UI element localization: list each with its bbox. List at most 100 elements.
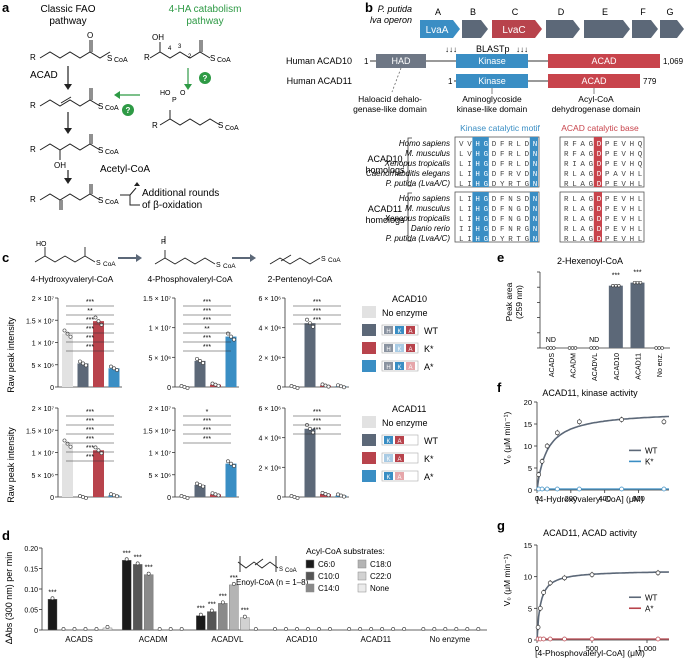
- y-tick-label: 1.5 × 10⁷: [143, 296, 171, 303]
- data-point: [295, 386, 300, 390]
- legend-swatch: [305, 559, 315, 569]
- residue: R: [564, 226, 569, 234]
- significance: ***: [86, 317, 94, 324]
- y-tick-label: 0: [34, 628, 38, 635]
- residue: D: [597, 141, 602, 149]
- kinase-motif-highlight: [529, 137, 538, 187]
- residue: L: [516, 151, 521, 159]
- data-point: [62, 438, 67, 443]
- y-tick-label: 2 × 10⁷: [32, 406, 55, 413]
- residue: L: [459, 161, 464, 169]
- svg-text:1: 1: [364, 57, 369, 66]
- residue: L: [638, 236, 643, 244]
- data-point: [317, 627, 321, 631]
- wt-point: [554, 430, 560, 436]
- data-point: [198, 612, 203, 617]
- residue: D: [597, 206, 602, 214]
- residue: V: [467, 141, 472, 149]
- significance: ***: [197, 606, 205, 613]
- residue: L: [638, 196, 643, 204]
- residue: T: [516, 236, 521, 244]
- legend-domain-letter: H: [386, 329, 390, 335]
- data-point: [358, 627, 363, 631]
- data-point: [50, 596, 55, 601]
- data-point: [342, 385, 346, 390]
- operon-genes: LvaA B LvaC D E F G A C: [420, 7, 684, 38]
- residue: H: [475, 236, 480, 244]
- data-point: [65, 331, 70, 336]
- legend-label: WT: [645, 446, 658, 455]
- operon-gene-lvac: [492, 20, 542, 38]
- data-point: [105, 625, 110, 629]
- y-tick-label: 5 × 10⁶: [148, 355, 171, 362]
- legend-domain-letter: K: [386, 475, 390, 481]
- residue: T: [516, 181, 521, 189]
- acad-desc: Acyl-CoA dehydrogenase domain: [552, 94, 641, 114]
- mutant-point: [544, 486, 550, 492]
- legend-domain-letter: A: [408, 329, 412, 335]
- legend-label: WT: [424, 436, 438, 446]
- residue: V: [621, 216, 626, 224]
- data-point: [135, 561, 140, 566]
- residue: R: [564, 151, 569, 159]
- residue: R: [516, 226, 521, 234]
- legend-swatch: [362, 416, 376, 428]
- wt-point: [539, 459, 545, 464]
- legend-domain-letter: K: [397, 329, 401, 335]
- residue: D: [492, 236, 497, 244]
- data-point: [635, 280, 640, 285]
- bar: [196, 615, 206, 631]
- category-label: ACAD10: [614, 353, 621, 380]
- residue: G: [525, 226, 530, 234]
- species-name: M. musculus: [405, 204, 450, 213]
- svg-text:2: 2: [188, 54, 192, 60]
- residue: I: [467, 181, 472, 189]
- residue: P: [605, 206, 610, 214]
- legend-label: No enzyme: [382, 308, 428, 318]
- legend-domain: [384, 326, 393, 334]
- svg-text:S: S: [98, 146, 103, 155]
- data-point: [185, 386, 190, 390]
- wt-point: [576, 419, 582, 425]
- legend-label: K*: [645, 457, 653, 466]
- data-point: [99, 451, 104, 456]
- residue: I: [467, 226, 472, 234]
- legend-label: C14:0: [318, 584, 340, 593]
- data-point: [573, 346, 578, 350]
- bar: [194, 484, 206, 497]
- significance: *: [206, 409, 209, 416]
- category-label: ACADVL: [592, 353, 599, 381]
- residue: A: [580, 151, 585, 159]
- y-tick-label: 5: [528, 464, 532, 473]
- residue: V: [621, 161, 626, 169]
- residue: I: [467, 171, 472, 179]
- residue: R: [508, 141, 513, 149]
- residue: D: [597, 236, 602, 244]
- residue: V: [621, 236, 626, 244]
- data-point: [68, 334, 73, 339]
- bar: [608, 285, 623, 348]
- svg-text:P: P: [161, 239, 166, 246]
- wt-point: [544, 443, 550, 449]
- mutant-point: [589, 636, 595, 642]
- residue: N: [533, 206, 538, 214]
- acad10-homologs: ACAD10 homologs: [365, 154, 405, 175]
- kinase-desc: Aminoglycoside kinase-like domain: [457, 94, 528, 114]
- residue: N: [533, 171, 538, 179]
- residue: E: [613, 226, 618, 234]
- operon-gene-g: [660, 20, 684, 38]
- data-point: [611, 283, 615, 288]
- svg-text:HO: HO: [160, 90, 171, 97]
- y-tick-label: 1.5 × 10⁷: [26, 428, 54, 435]
- ha-structure-1: [149, 40, 211, 59]
- data-point: [216, 383, 221, 388]
- panel-e-chart: ND ACADS ACADM ND ACADVL *** ACAD10 *** ACAD11 No…: [537, 270, 670, 381]
- y-tick-label: 0: [528, 486, 532, 495]
- residue: L: [572, 196, 577, 204]
- data-point: [617, 283, 621, 288]
- data-point: [65, 441, 70, 446]
- data-point: [347, 627, 352, 631]
- residue: F: [500, 196, 505, 204]
- panel-g-title: ACAD11, ACAD activity: [543, 528, 637, 538]
- mutant-point: [661, 486, 667, 492]
